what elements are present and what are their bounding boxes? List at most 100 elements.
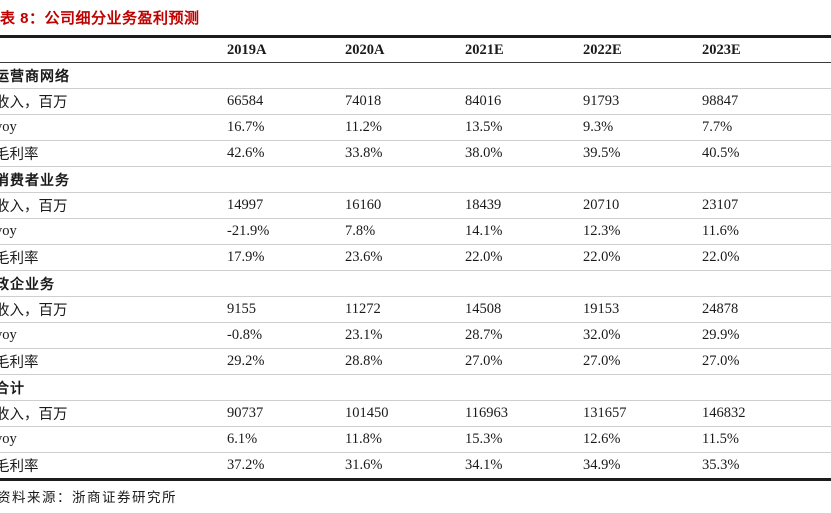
value-cell: 31.6% <box>345 452 465 481</box>
col-header-2023e: 2023E <box>702 36 831 63</box>
value-cell: 11.5% <box>702 426 831 453</box>
value-cell: 9155 <box>227 296 345 323</box>
value-cell: 12.3% <box>583 218 702 245</box>
value-cell: 12.6% <box>583 426 702 453</box>
metric-label: yoy <box>0 218 227 245</box>
table-row: 毛利率 29.2% 28.8% 27.0% 27.0% 27.0% <box>0 348 831 375</box>
metric-label: yoy <box>0 114 227 141</box>
metric-label: 毛利率 <box>0 140 227 167</box>
value-cell: 32.0% <box>583 322 702 349</box>
value-cell: 11.8% <box>345 426 465 453</box>
value-cell: 22.0% <box>583 244 702 271</box>
value-cell: 91793 <box>583 88 702 115</box>
value-cell: 84016 <box>465 88 583 115</box>
value-cell: 34.1% <box>465 452 583 481</box>
metric-label: yoy <box>0 426 227 453</box>
value-cell: -21.9% <box>227 218 345 245</box>
section-name: 合计 <box>0 374 831 401</box>
value-cell: 37.2% <box>227 452 345 481</box>
value-cell: 11.2% <box>345 114 465 141</box>
metric-label: 收入，百万 <box>0 192 227 219</box>
value-cell: 90737 <box>227 400 345 427</box>
value-cell: 16160 <box>345 192 465 219</box>
value-cell: 101450 <box>345 400 465 427</box>
value-cell: 22.0% <box>465 244 583 271</box>
table-row: 收入，百万 66584 74018 84016 91793 98847 <box>0 88 831 115</box>
value-cell: 66584 <box>227 88 345 115</box>
value-cell: 28.7% <box>465 322 583 349</box>
value-cell: 6.1% <box>227 426 345 453</box>
value-cell: 40.5% <box>702 140 831 167</box>
table-row: 毛利率 42.6% 33.8% 38.0% 39.5% 40.5% <box>0 140 831 167</box>
metric-label: 毛利率 <box>0 348 227 375</box>
section-row-government-enterprise: 政企业务 <box>0 270 831 297</box>
value-cell: 28.8% <box>345 348 465 375</box>
metric-label: 收入，百万 <box>0 88 227 115</box>
value-cell: 131657 <box>583 400 702 427</box>
value-cell: 27.0% <box>465 348 583 375</box>
value-cell: 22.0% <box>702 244 831 271</box>
value-cell: 42.6% <box>227 140 345 167</box>
value-cell: 15.3% <box>465 426 583 453</box>
col-header-2020a: 2020A <box>345 36 465 63</box>
value-cell: 98847 <box>702 88 831 115</box>
value-cell: 29.9% <box>702 322 831 349</box>
table-row: yoy -21.9% 7.8% 14.1% 12.3% 11.6% <box>0 218 831 245</box>
profit-forecast-table: 2019A 2020A 2021E 2022E 2023E 运营商网络 收入，百… <box>0 35 831 481</box>
value-cell: 23107 <box>702 192 831 219</box>
section-row-total: 合计 <box>0 374 831 401</box>
value-cell: 19153 <box>583 296 702 323</box>
value-cell: 18439 <box>465 192 583 219</box>
value-cell: 27.0% <box>702 348 831 375</box>
value-cell: 20710 <box>583 192 702 219</box>
col-header-2021e: 2021E <box>465 36 583 63</box>
value-cell: 24878 <box>702 296 831 323</box>
header-row: 2019A 2020A 2021E 2022E 2023E <box>0 36 831 63</box>
table-row: yoy 16.7% 11.2% 13.5% 9.3% 7.7% <box>0 114 831 141</box>
value-cell: 23.1% <box>345 322 465 349</box>
value-cell: 16.7% <box>227 114 345 141</box>
source-note: 资料来源：浙商证券研究所 <box>0 490 177 505</box>
value-cell: 23.6% <box>345 244 465 271</box>
metric-label: 收入，百万 <box>0 400 227 427</box>
section-name: 运营商网络 <box>0 62 831 89</box>
value-cell: 29.2% <box>227 348 345 375</box>
value-cell: 7.7% <box>702 114 831 141</box>
metric-label: 收入，百万 <box>0 296 227 323</box>
value-cell: 27.0% <box>583 348 702 375</box>
value-cell: 7.8% <box>345 218 465 245</box>
value-cell: 39.5% <box>583 140 702 167</box>
col-header-2019a: 2019A <box>227 36 345 63</box>
table-row: 收入，百万 9155 11272 14508 19153 24878 <box>0 296 831 323</box>
table-row: yoy -0.8% 23.1% 28.7% 32.0% 29.9% <box>0 322 831 349</box>
value-cell: 74018 <box>345 88 465 115</box>
section-name: 消费者业务 <box>0 166 831 193</box>
value-cell: 14997 <box>227 192 345 219</box>
metric-label: 毛利率 <box>0 244 227 271</box>
value-cell: 33.8% <box>345 140 465 167</box>
value-cell: 35.3% <box>702 452 831 481</box>
value-cell: 14.1% <box>465 218 583 245</box>
value-cell: 116963 <box>465 400 583 427</box>
section-row-operator-network: 运营商网络 <box>0 62 831 89</box>
value-cell: 38.0% <box>465 140 583 167</box>
table-row: 收入，百万 14997 16160 18439 20710 23107 <box>0 192 831 219</box>
metric-label: yoy <box>0 322 227 349</box>
table-row: yoy 6.1% 11.8% 15.3% 12.6% 11.5% <box>0 426 831 453</box>
section-row-consumer-business: 消费者业务 <box>0 166 831 193</box>
value-cell: 34.9% <box>583 452 702 481</box>
metric-label: 毛利率 <box>0 452 227 481</box>
table-row: 收入，百万 90737 101450 116963 131657 146832 <box>0 400 831 427</box>
table-title: 表 8：公司细分业务盈利预测 <box>0 10 200 27</box>
value-cell: 146832 <box>702 400 831 427</box>
value-cell: -0.8% <box>227 322 345 349</box>
value-cell: 11.6% <box>702 218 831 245</box>
value-cell: 11272 <box>345 296 465 323</box>
label-column-header <box>0 36 227 63</box>
col-header-2022e: 2022E <box>583 36 702 63</box>
value-cell: 14508 <box>465 296 583 323</box>
table-row: 毛利率 37.2% 31.6% 34.1% 34.9% 35.3% <box>0 452 831 481</box>
value-cell: 17.9% <box>227 244 345 271</box>
value-cell: 13.5% <box>465 114 583 141</box>
section-name: 政企业务 <box>0 270 831 297</box>
